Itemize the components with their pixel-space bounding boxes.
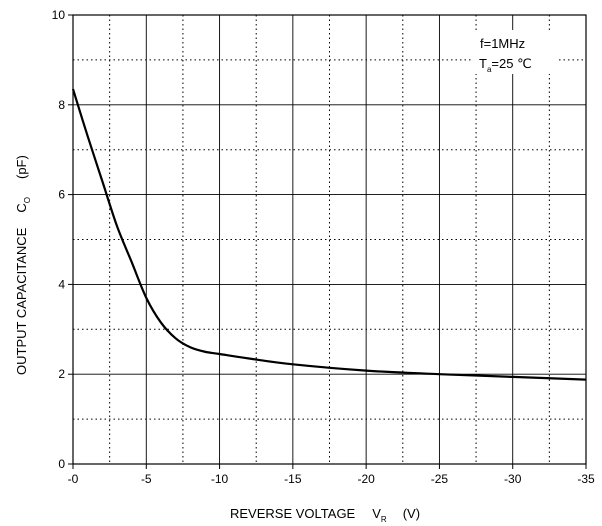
y-tick-label: 6 <box>58 188 65 202</box>
x-axis-label-symbol: V <box>372 506 381 521</box>
x-tick-label: -25 <box>431 472 449 486</box>
y-axis-label-unit: (pF) <box>14 155 29 179</box>
x-tick-label: -5 <box>141 472 152 486</box>
y-tick-labels: 0 2 4 6 8 10 <box>52 8 66 471</box>
x-axis-label: REVERSE VOLTAGE VR (V) <box>230 506 420 524</box>
axis-ticks <box>68 14 587 469</box>
x-tick-label: -20 <box>357 472 375 486</box>
y-axis-label-text: OUTPUT CAPACITANCE <box>14 227 29 375</box>
x-axis-label-text: REVERSE VOLTAGE <box>230 506 356 521</box>
y-tick-label: 4 <box>58 277 65 291</box>
y-axis-label-symbol: C <box>14 203 29 212</box>
y-tick-label: 8 <box>58 98 65 112</box>
x-axis-label-unit: (V) <box>403 506 420 521</box>
annotation-temperature-symbol: T <box>479 56 487 71</box>
annotation-frequency: f=1MHz <box>480 36 525 51</box>
capacitance-curve <box>71 88 587 381</box>
annotation-temperature-subscript: a <box>487 65 492 74</box>
major-gridlines <box>72 14 587 465</box>
x-tick-labels: -0 -5 -10 -15 -20 -25 -30 -35 <box>68 472 595 486</box>
y-tick-label: 10 <box>52 8 66 22</box>
x-tick-label: -0 <box>68 472 79 486</box>
x-tick-label: -15 <box>284 472 302 486</box>
y-axis-label-subscript: O <box>23 197 32 203</box>
x-tick-label: -35 <box>577 472 595 486</box>
x-tick-label: -10 <box>211 472 229 486</box>
x-axis-label-subscript: R <box>381 515 387 524</box>
annotation-temperature: Ta=25 ℃ <box>479 56 532 74</box>
y-tick-label: 2 <box>58 367 65 381</box>
y-axis-label: OUTPUT CAPACITANCE CO (pF) <box>14 155 32 375</box>
x-tick-label: -30 <box>504 472 522 486</box>
plot-area-border <box>72 14 587 465</box>
series-layer <box>71 88 587 381</box>
y-tick-label: 0 <box>58 457 65 471</box>
minor-gridlines <box>73 15 586 464</box>
annotation-temperature-value: =25 ℃ <box>491 56 531 71</box>
annotation-background <box>472 30 558 74</box>
